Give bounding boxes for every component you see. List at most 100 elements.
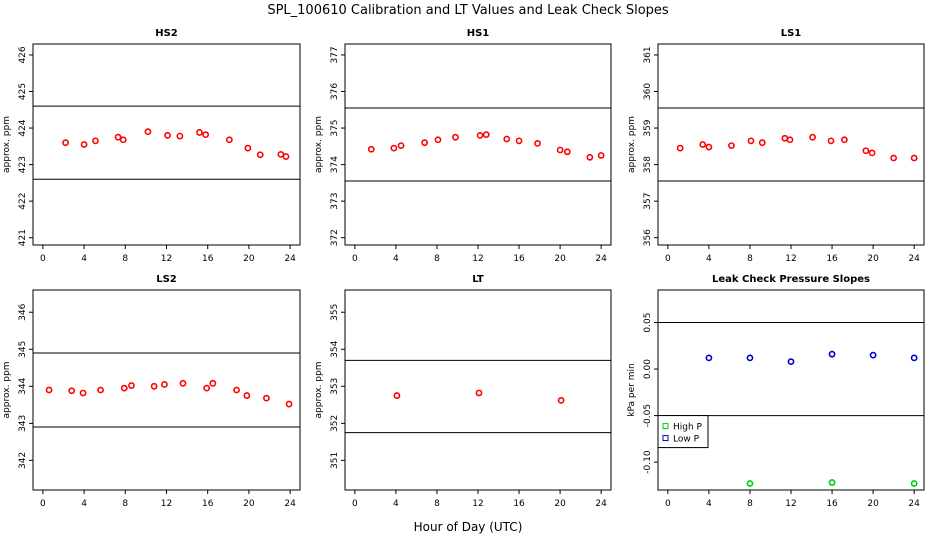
data-point [80,141,88,148]
panel-title: Leak Check Pressure Slopes [712,274,870,285]
panel-title: LT [472,274,484,285]
data-point [256,151,264,159]
data-point [79,389,87,397]
data-point [534,140,541,147]
data-point [482,131,490,139]
data-point [476,131,484,139]
x-tick-label: 16 [513,254,525,264]
data-point [563,148,571,156]
x-tick-label: 24 [284,254,296,264]
y-tick-label: 355 [330,304,340,321]
data-point [515,137,523,145]
plot-frame [657,43,925,246]
data-point [393,392,401,399]
legend-swatch [662,435,669,442]
x-tick-label: 24 [908,499,920,509]
y-tick-label: 422 [18,193,28,210]
x-tick-label: 8 [434,254,440,264]
data-point [557,396,565,404]
x-tick-label: 8 [122,499,128,509]
legend-label: Low P [673,435,700,445]
x-tick-label: 4 [81,499,87,509]
y-tick-label: 353 [330,378,340,395]
x-tick-label: 16 [826,499,838,509]
data-point [597,152,605,159]
y-tick-label: 421 [18,229,28,246]
x-tick-label: 0 [40,499,46,509]
data-point [114,133,122,141]
x-tick-label: 4 [393,254,399,264]
x-tick-label: 20 [554,254,566,264]
y-tick-label: 351 [330,452,340,469]
panel-title: LS2 [156,274,177,285]
x-tick-label: 20 [243,499,255,509]
y-tick-label: 354 [330,340,340,357]
y-tick-label: 357 [643,193,653,210]
x-tick-label: 12 [472,499,483,509]
plot-frame [32,289,301,491]
y-tick-label: 358 [643,156,653,173]
panel-1: HS2 approx. ppm 0 4 8 12 16 20 24 421 422 423 424 425… [2,28,301,264]
data-point [890,154,898,162]
data-point [92,137,99,145]
x-tick-label: 24 [284,499,296,509]
panel-title: HS1 [467,28,490,39]
plot-frame [344,43,612,246]
y-tick-label: 377 [330,46,340,63]
data-point [397,142,405,149]
y-tick-label: -0.10 [643,450,653,474]
x-tick-label: 8 [122,254,128,264]
x-tick-label: 20 [243,254,255,264]
y-tick-label: 374 [330,156,340,173]
x-tick-label: 12 [785,499,796,509]
x-tick-label: 0 [665,254,671,264]
data-point [746,480,754,487]
y-tick-label: 373 [330,193,340,210]
data-point [452,133,459,141]
legend-label: High P [673,423,703,433]
data-point [285,400,293,408]
x-tick-label: 16 [513,499,525,509]
data-point [421,139,429,147]
data-point [144,128,152,136]
y-tick-label: 356 [643,229,653,246]
y-tick-label: 425 [18,83,28,100]
data-point [676,144,684,152]
x-axis-label: Hour of Day (UTC) [414,520,523,534]
x-tick-label: 24 [595,499,607,509]
data-point [705,143,713,151]
y-tick-label: 375 [330,119,340,136]
y-tick-label: -0.05 [643,404,653,427]
y-axis-label: approx. ppm [2,362,12,419]
y-tick-label: 0.05 [643,313,653,333]
x-tick-label: 0 [352,499,358,509]
y-axis-label: approx. ppm [627,116,637,173]
y-tick-label: 361 [643,46,653,63]
panel-title: HS2 [155,28,178,39]
data-point [225,136,233,144]
data-point [758,139,766,147]
data-point [390,144,398,152]
x-tick-label: 4 [706,254,712,264]
x-tick-label: 12 [161,499,172,509]
y-tick-label: 344 [18,377,28,394]
data-point [243,392,251,399]
y-tick-label: 342 [18,452,28,469]
y-tick-label: 346 [18,303,28,320]
legend-swatch [662,423,669,430]
data-point [202,131,210,139]
data-point [705,354,713,362]
data-point [746,354,754,362]
data-point [176,132,184,140]
data-point [862,147,870,155]
data-point [434,136,442,144]
panel-3: LS1 approx. ppm 0 4 8 12 16 20 24 356 357 358 359 360… [627,28,925,264]
data-point [828,479,836,486]
data-point [586,153,594,161]
legend: High P Low P [657,415,709,449]
data-point [45,386,53,394]
data-point [728,142,735,149]
y-tick-label: 372 [330,229,340,246]
